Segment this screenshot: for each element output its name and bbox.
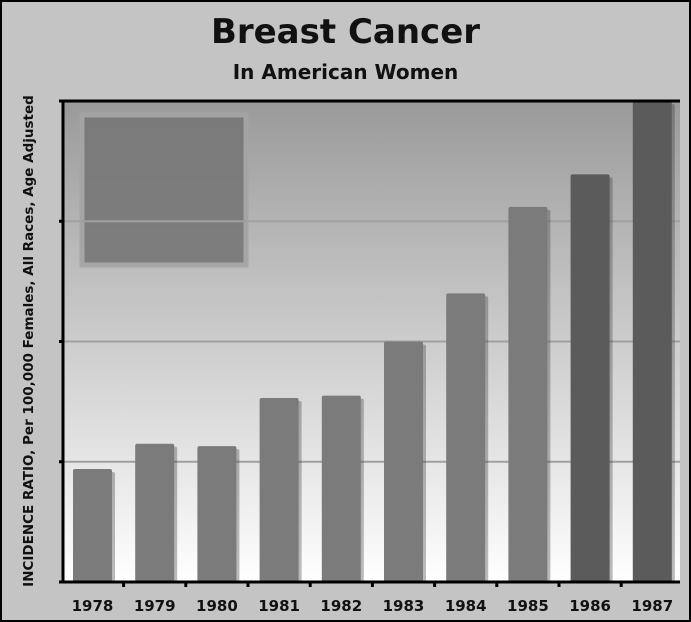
bar-1979 (135, 443, 175, 582)
x-tick-label: 1983 (383, 597, 425, 615)
x-tick-label: 1986 (569, 597, 611, 615)
x-tick-label: 1987 (631, 597, 673, 615)
chart-title: Breast Cancer (210, 12, 481, 52)
bar-1978 (73, 468, 112, 582)
bar-1984 (446, 293, 486, 582)
x-tick-label: 1978 (72, 597, 114, 615)
bar-1986 (570, 174, 610, 583)
bar-1980 (197, 446, 237, 582)
x-tick-label: 1980 (196, 597, 238, 615)
bar-1982 (321, 395, 361, 582)
bar-1983 (384, 341, 423, 582)
x-tick-label: 1981 (258, 597, 300, 615)
x-tick-label: 1985 (507, 597, 549, 615)
legend-box (79, 112, 249, 268)
x-tick-label: 1982 (320, 597, 362, 615)
bar-1987 (632, 101, 672, 582)
bar-1981 (259, 398, 299, 582)
x-tick-label: 1984 (445, 597, 487, 615)
bar-1985 (508, 206, 548, 582)
chart-subtitle: In American Women (232, 60, 459, 84)
x-tick-label: 1979 (134, 597, 176, 615)
